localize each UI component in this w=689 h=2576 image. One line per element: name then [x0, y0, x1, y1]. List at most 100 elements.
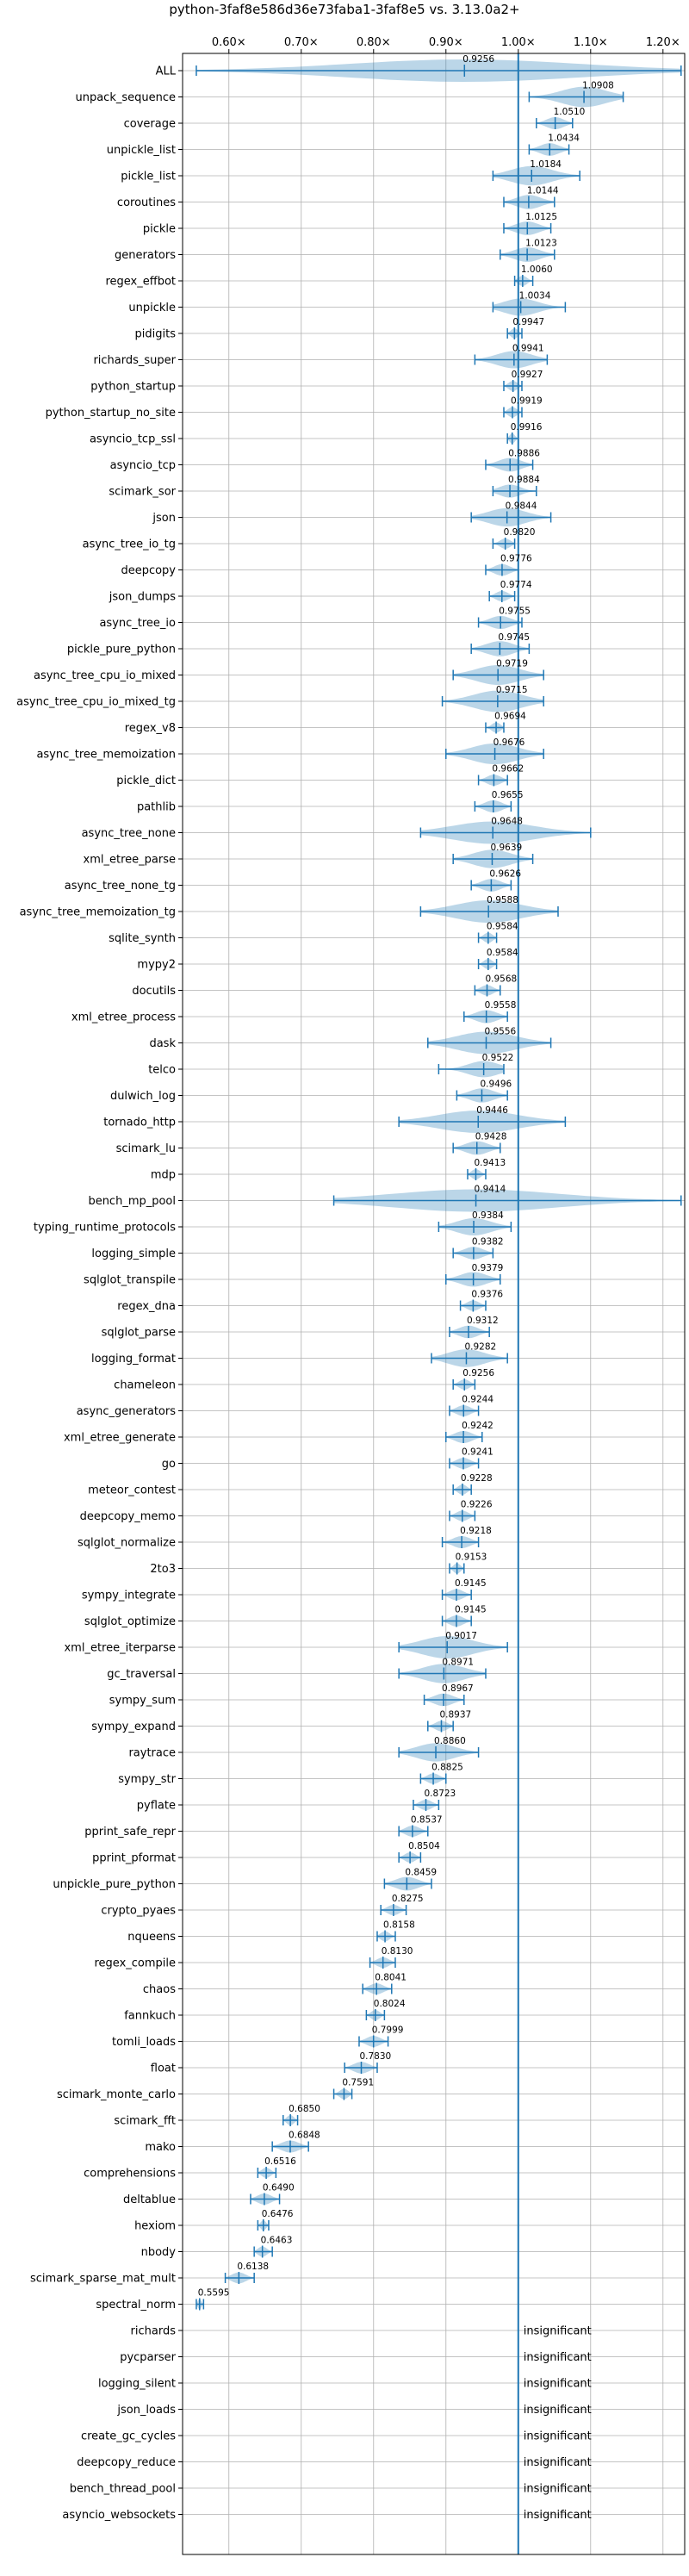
y-tick-label: regex_dna	[117, 1300, 176, 1313]
mark-layer	[196, 53, 682, 2554]
y-tick-label: coverage	[124, 118, 176, 131]
value-label: 1.0123	[525, 239, 557, 249]
y-tick-label: asyncio_tcp	[110, 459, 176, 472]
y-tick-label: async_tree_memoization	[36, 749, 176, 762]
y-tick-label: regex_v8	[125, 722, 176, 735]
value-label: 0.9384	[472, 1210, 504, 1221]
value-label: 0.9715	[496, 685, 528, 695]
y-tick-label: spectral_norm	[96, 2299, 176, 2312]
value-label: 0.9282	[464, 1342, 496, 1353]
value-label: 1.0184	[530, 159, 562, 170]
insignificant-label: insignificant	[524, 2325, 592, 2338]
y-tick-label: python_startup_no_site	[46, 407, 176, 420]
value-label: 0.9676	[493, 737, 525, 748]
y-tick-label: pprint_safe_repr	[84, 1826, 176, 1839]
y-tick-label: bench_mp_pool	[88, 1195, 176, 1208]
value-label: 0.9584	[487, 948, 518, 958]
label-layer: 0.60× 0.70× 0.80× 0.90× 1.00× 1.10× 1.20× ALL un…	[16, 36, 680, 2522]
y-tick-label: async_tree_io	[99, 617, 176, 630]
value-label: 0.8024	[374, 1999, 406, 2009]
value-label: 0.9745	[498, 632, 530, 643]
y-tick-label: docutils	[132, 985, 176, 998]
value-label: 0.6516	[264, 2156, 296, 2167]
y-tick-label: pidigits	[135, 328, 177, 341]
value-label: 0.9153	[456, 1552, 487, 1563]
y-tick-label: pyflate	[137, 1800, 176, 1813]
value-label: 0.8860	[434, 1736, 466, 1746]
value-label: 0.9496	[480, 1080, 512, 1090]
value-label: 0.9376	[471, 1290, 503, 1300]
y-tick-label: sqlglot_transpile	[84, 1274, 176, 1287]
value-label: 0.9382	[472, 1237, 504, 1248]
value-label: 0.9648	[491, 817, 523, 827]
y-tick-label: xml_etree_generate	[64, 1432, 176, 1445]
value-label: 0.8504	[408, 1841, 440, 1851]
value-label: 0.9017	[445, 1631, 477, 1641]
y-tick-label: crypto_pyaes	[101, 1905, 176, 1918]
y-tick-label: 2to3	[150, 1563, 176, 1576]
value-label: 0.9241	[462, 1447, 493, 1458]
value-label: 0.8130	[382, 1946, 413, 1957]
value-label: 0.9927	[512, 370, 543, 380]
y-tick-label: sympy_sum	[109, 1695, 176, 1708]
y-tick-label: logging_simple	[91, 1248, 176, 1260]
y-tick-label: sympy_integrate	[82, 1590, 176, 1602]
y-tick-label: async_tree_memoization_tg	[20, 906, 176, 919]
y-tick-label: deltablue	[123, 2193, 176, 2206]
y-tick-label: chameleon	[114, 1379, 176, 1392]
insignificant-label: insignificant	[524, 2430, 592, 2443]
y-tick-label: hexiom	[134, 2220, 176, 2233]
value-label: 0.9886	[508, 449, 540, 459]
value-label: 0.9428	[475, 1132, 507, 1142]
y-tick-label: pickle	[143, 223, 176, 236]
grid-layer	[178, 49, 685, 2554]
y-tick-label: mako	[145, 2141, 176, 2154]
x-tick-label: 0.90×	[429, 36, 463, 49]
value-label: 1.0034	[519, 291, 551, 302]
value-label: 0.9844	[506, 501, 537, 512]
value-label: 0.9655	[492, 790, 524, 800]
y-tick-label: deepcopy	[121, 564, 176, 577]
y-tick-label: pickle_dict	[116, 775, 176, 787]
value-label: 0.9379	[472, 1263, 504, 1273]
y-tick-label: nbody	[141, 2246, 177, 2259]
plot-frame	[182, 53, 686, 2555]
value-label: 0.7999	[372, 2025, 404, 2036]
value-label: 0.9413	[474, 1158, 506, 1168]
y-tick-label: sqlite_synth	[109, 932, 176, 945]
y-tick-label: json_loads	[116, 2404, 176, 2417]
insignificant-label: insignificant	[524, 2483, 592, 2496]
y-tick-label: pickle_pure_python	[67, 644, 176, 656]
y-tick-label: chaos	[143, 1983, 176, 1996]
value-label: 0.8275	[392, 1894, 424, 1904]
value-label: 0.8158	[383, 1920, 415, 1931]
value-label: 0.9919	[511, 396, 543, 407]
value-label: 0.9626	[489, 869, 521, 880]
y-tick-label: tornado_http	[103, 1117, 176, 1129]
y-tick-label: bench_thread_pool	[70, 2483, 176, 2496]
value-label: 0.6138	[237, 2262, 269, 2272]
y-tick-label: telco	[148, 1064, 176, 1077]
value-label: 0.9218	[460, 1526, 492, 1536]
insignificant-label: insignificant	[524, 2378, 592, 2391]
value-label: 0.8937	[439, 1710, 471, 1720]
value-label: 0.9639	[490, 843, 522, 853]
value-label: 0.9588	[487, 895, 518, 905]
value-label: 0.8459	[405, 1868, 437, 1878]
x-tick-label: 0.80×	[357, 36, 391, 49]
value-label: 0.9558	[485, 1000, 517, 1011]
y-tick-label: scimark_sor	[109, 486, 176, 499]
y-tick-label: logging_format	[91, 1353, 176, 1366]
value-label: 0.9522	[482, 1053, 514, 1063]
y-tick-label: xml_etree_iterparse	[64, 1642, 176, 1655]
y-tick-label: regex_compile	[94, 1957, 176, 1970]
y-tick-label: mypy2	[137, 959, 176, 972]
y-tick-label: async_tree_io_tg	[83, 538, 176, 551]
y-tick-label: fannkuch	[124, 2010, 176, 2023]
y-tick-label: scimark_lu	[116, 1142, 176, 1155]
value-label: 0.9556	[484, 1027, 516, 1037]
value-label: 0.8825	[431, 1763, 463, 1773]
y-tick-label: xml_etree_parse	[84, 854, 176, 867]
value-label: 0.6850	[289, 2104, 320, 2114]
y-tick-label: pickle_list	[121, 171, 176, 184]
